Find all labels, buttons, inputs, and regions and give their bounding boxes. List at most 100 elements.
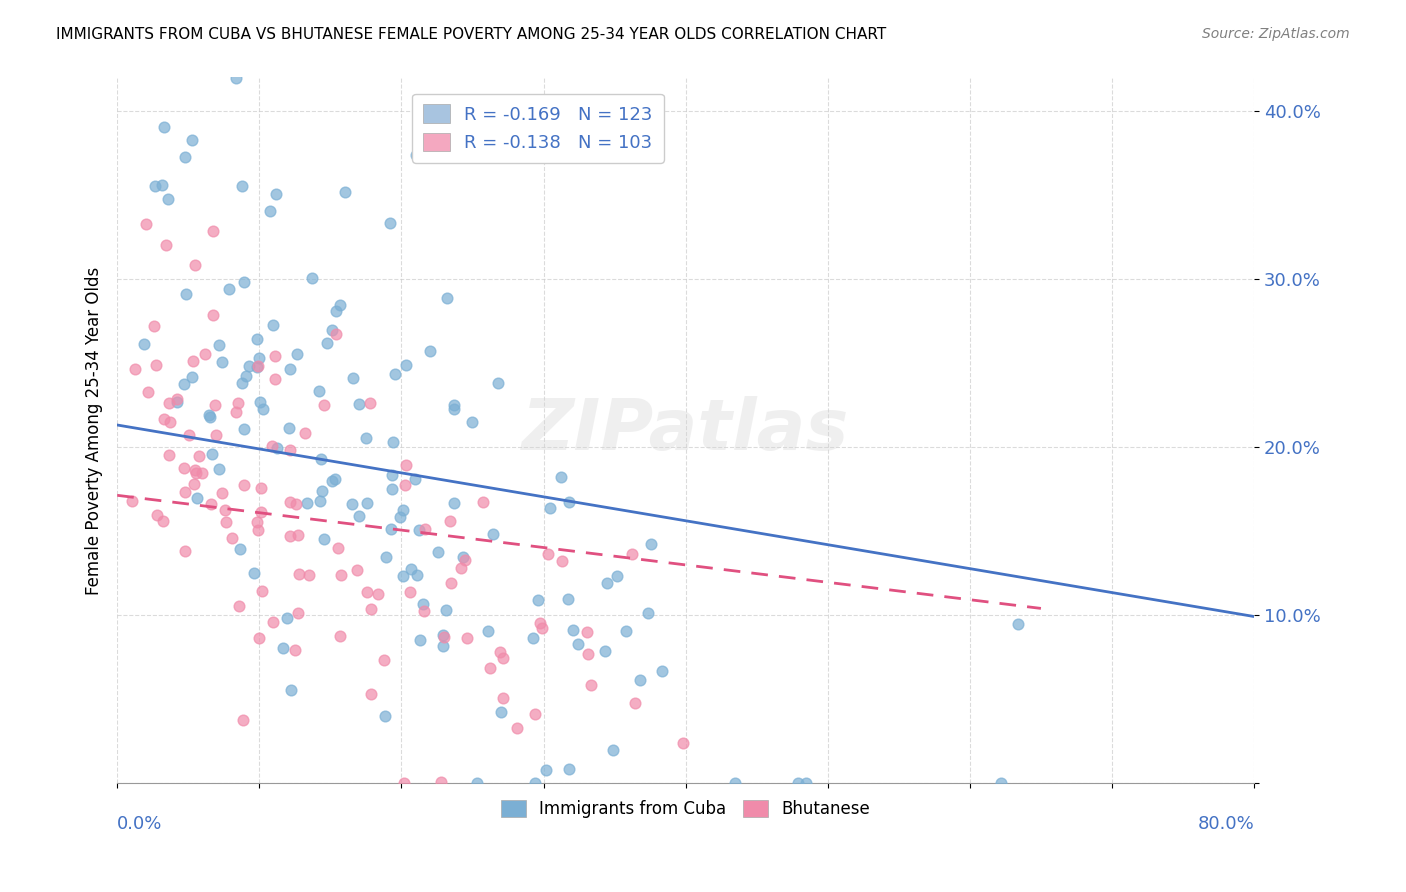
Point <box>309 451 332 466</box>
Point <box>152 412 174 426</box>
Point <box>247 351 270 366</box>
Point <box>314 532 336 546</box>
Point <box>233 478 256 492</box>
Point <box>374 709 396 723</box>
Point <box>276 610 298 624</box>
Point <box>557 762 579 776</box>
Point <box>132 337 155 351</box>
Point <box>381 482 404 496</box>
Point <box>174 286 197 301</box>
Point <box>228 599 250 613</box>
Point <box>262 439 284 453</box>
Point <box>285 497 308 511</box>
Point <box>491 705 513 719</box>
Point <box>232 713 254 727</box>
Point <box>263 372 285 386</box>
Point <box>558 495 581 509</box>
Point <box>523 776 546 790</box>
Point <box>527 593 550 607</box>
Point <box>200 497 222 511</box>
Point <box>405 148 427 162</box>
Point <box>419 343 441 358</box>
Point <box>384 368 406 382</box>
Point <box>430 774 453 789</box>
Point <box>173 461 195 475</box>
Point <box>150 178 173 193</box>
Point <box>472 494 495 508</box>
Point <box>557 592 579 607</box>
Point <box>380 216 402 230</box>
Point <box>181 370 204 384</box>
Point <box>381 468 404 483</box>
Point <box>382 435 405 450</box>
Point <box>249 505 271 519</box>
Text: Source: ZipAtlas.com: Source: ZipAtlas.com <box>1202 27 1350 41</box>
Point <box>439 515 461 529</box>
Point <box>229 542 252 557</box>
Point <box>432 628 454 642</box>
Point <box>183 258 205 272</box>
Point <box>412 604 434 618</box>
Point <box>990 776 1012 790</box>
Point <box>280 683 302 698</box>
Point <box>482 526 505 541</box>
Point <box>451 549 474 564</box>
Point <box>191 466 214 480</box>
Point <box>412 597 434 611</box>
Point <box>264 187 287 202</box>
Point <box>200 447 222 461</box>
Point <box>174 150 197 164</box>
Point <box>252 401 274 416</box>
Point <box>395 358 418 372</box>
Point <box>328 541 350 555</box>
Point <box>505 721 527 735</box>
Point <box>602 743 624 757</box>
Point <box>426 545 449 559</box>
Point <box>246 333 269 347</box>
Point <box>486 376 509 391</box>
Point <box>651 665 673 679</box>
Point <box>278 442 301 457</box>
Point <box>135 217 157 231</box>
Point <box>450 560 472 574</box>
Point <box>342 371 364 385</box>
Point <box>243 566 266 581</box>
Point <box>432 640 454 654</box>
Point <box>284 643 307 657</box>
Point <box>456 631 478 645</box>
Point <box>238 359 260 374</box>
Point <box>347 508 370 523</box>
Point <box>522 632 544 646</box>
Point <box>671 736 693 750</box>
Point <box>315 336 337 351</box>
Point <box>262 318 284 333</box>
Point <box>218 283 240 297</box>
Point <box>246 359 269 374</box>
Point <box>395 458 418 472</box>
Point <box>145 508 167 522</box>
Point <box>523 706 546 721</box>
Point <box>298 568 321 582</box>
Point <box>628 673 651 687</box>
Point <box>145 358 167 372</box>
Point <box>347 397 370 411</box>
Point <box>184 463 207 477</box>
Point <box>211 485 233 500</box>
Point <box>214 503 236 517</box>
Point <box>408 524 430 538</box>
Point <box>551 554 574 568</box>
Point <box>443 402 465 417</box>
Point <box>440 576 463 591</box>
Point <box>207 338 229 352</box>
Point <box>198 410 221 425</box>
Point <box>398 585 420 599</box>
Text: 80.0%: 80.0% <box>1198 815 1254 833</box>
Point <box>477 624 499 638</box>
Point <box>550 469 572 483</box>
Point <box>143 179 166 194</box>
Point <box>235 369 257 384</box>
Point <box>278 529 301 543</box>
Point <box>246 515 269 529</box>
Point <box>399 562 422 576</box>
Point <box>436 291 458 305</box>
